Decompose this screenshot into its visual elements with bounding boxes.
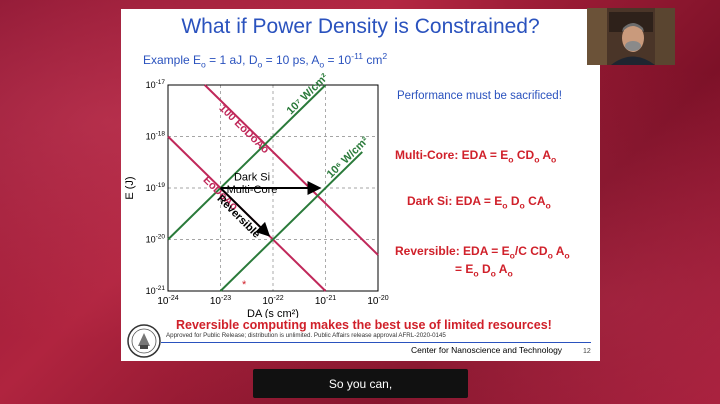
series-label: 10⁶ W/cm² <box>325 135 372 181</box>
series-line <box>167 84 327 241</box>
presenter-video <box>587 8 675 65</box>
x-axis-label: DA (s cm²) <box>247 308 299 318</box>
y-tick-label: 10-18 <box>146 131 166 142</box>
direction-arrow <box>219 187 271 237</box>
multicore-equation: Multi-Core: EDA = Eo CDo Ao <box>395 148 557 165</box>
darksi-equation: Dark Si: EDA = Eo Do CAo <box>407 194 551 211</box>
footer-divider <box>161 342 591 343</box>
chart-annotation: Dark Si <box>234 171 270 183</box>
series-label: 100 EoDoAo <box>217 102 272 156</box>
performance-note: Performance must be sacrificed! <box>397 90 562 102</box>
series-label: 10⁷ W/cm² <box>285 73 331 117</box>
page-number: 12 <box>583 348 591 355</box>
star-marker: * <box>242 279 247 291</box>
x-tick-label: 10-21 <box>315 295 336 307</box>
approval-notice: Approved for Public Release; distributio… <box>166 332 446 339</box>
chart-axes: 10-24 10-23 10-22 10-21 10-20 10-21 10-20 10-19… <box>124 79 389 318</box>
x-tick-label: 10-24 <box>157 295 178 307</box>
caption-text: So you can, <box>328 376 393 391</box>
seal-logo <box>127 324 161 358</box>
presentation-slide: What if Power Density is Constrained? Ex… <box>121 9 600 361</box>
caption-box: So you can, <box>253 369 468 398</box>
reversible-equation: Reversible: EDA = Eo/C CDo Ao <box>395 244 570 261</box>
y-axis-label: E (J) <box>124 176 136 199</box>
y-tick-label: 10-19 <box>146 182 166 193</box>
center-name: Center for Nanoscience and Technology <box>411 345 563 355</box>
x-tick-label: 10-20 <box>367 295 388 307</box>
series-line <box>204 84 379 256</box>
chart-series <box>167 84 379 292</box>
chart-annotation: Multi-Core <box>227 184 278 196</box>
conclusion-text: Reversible computing makes the best use … <box>176 318 552 332</box>
chart-annotation: Reversible <box>214 193 262 241</box>
reversible-equation-line2: = Eo Do Ao <box>455 262 513 279</box>
power-density-chart: 10-24 10-23 10-22 10-21 10-20 10-21 10-20 10-19… <box>124 73 389 318</box>
example-parameters: Example Eo = 1 aJ, Do = 10 ps, Ao = 10-1… <box>143 51 388 70</box>
slide-title: What if Power Density is Constrained? <box>181 15 540 38</box>
y-tick-label: 10-20 <box>146 234 166 245</box>
x-tick-label: 10-22 <box>262 295 283 307</box>
series-line <box>219 151 363 292</box>
y-tick-label: 10-21 <box>146 285 166 296</box>
x-tick-label: 10-23 <box>210 295 231 307</box>
y-tick-label: 10-17 <box>146 79 166 90</box>
plot-frame <box>167 84 379 292</box>
